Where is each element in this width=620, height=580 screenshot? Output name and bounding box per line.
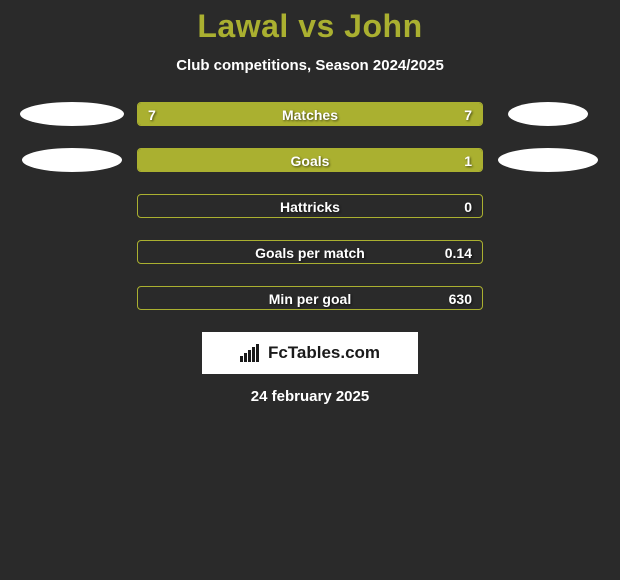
- stat-bar: Hattricks0: [137, 194, 483, 218]
- stat-bar: Min per goal630: [137, 286, 483, 310]
- date-text: 24 february 2025: [0, 388, 620, 405]
- stats-rows: 7Matches7 Goals1 Hattricks0 Goals per match…: [0, 102, 620, 310]
- stat-label: Hattricks: [138, 195, 482, 218]
- stat-value-right: 0: [464, 195, 472, 218]
- bar-chart-icon: [240, 344, 262, 362]
- stat-row: Goals1: [0, 148, 620, 172]
- stat-value-right: 7: [464, 103, 472, 126]
- comparison-card: Lawal vs John Club competitions, Season …: [0, 0, 620, 405]
- team-emblem-right: [498, 148, 598, 172]
- subtitle: Club competitions, Season 2024/2025: [0, 57, 620, 74]
- stat-row: Hattricks0: [0, 194, 620, 218]
- stat-value-right: 0.14: [445, 241, 472, 264]
- brand-badge: FcTables.com: [202, 332, 418, 374]
- stat-bar: Goals1: [137, 148, 483, 172]
- team-emblem-left: [22, 148, 122, 172]
- right-emblem-slot: [483, 148, 613, 172]
- stat-row: Goals per match0.14: [0, 240, 620, 264]
- stat-bar: Goals per match0.14: [137, 240, 483, 264]
- left-emblem-slot: [7, 148, 137, 172]
- stat-label: Goals: [138, 149, 482, 172]
- left-emblem-slot: [7, 102, 137, 126]
- stat-label: Min per goal: [138, 287, 482, 310]
- stat-value-right: 630: [449, 287, 472, 310]
- team-emblem-left: [20, 102, 124, 126]
- stat-row: Min per goal630: [0, 286, 620, 310]
- stat-bar: 7Matches7: [137, 102, 483, 126]
- page-title: Lawal vs John: [0, 8, 620, 45]
- brand-text: FcTables.com: [268, 343, 380, 363]
- stat-label: Matches: [138, 103, 482, 126]
- stat-label: Goals per match: [138, 241, 482, 264]
- stat-value-right: 1: [464, 149, 472, 172]
- stat-row: 7Matches7: [0, 102, 620, 126]
- right-emblem-slot: [483, 102, 613, 126]
- team-emblem-right: [508, 102, 588, 126]
